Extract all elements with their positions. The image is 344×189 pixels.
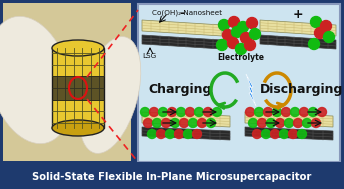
Polygon shape [142,127,230,140]
Polygon shape [245,127,333,140]
FancyBboxPatch shape [3,3,131,161]
Text: Solid-State Flexible In-Plane Microsupercapacitor: Solid-State Flexible In-Plane Microsuper… [32,172,312,182]
Ellipse shape [79,37,141,153]
Circle shape [161,119,171,128]
Circle shape [309,39,320,50]
Circle shape [314,28,325,39]
Text: LSG: LSG [142,53,156,59]
Text: Co(OH)₂ Nanosheet: Co(OH)₂ Nanosheet [152,10,222,16]
Circle shape [300,108,309,116]
Circle shape [206,119,215,128]
Circle shape [240,33,251,43]
Ellipse shape [52,120,104,136]
Text: OH⁻: OH⁻ [274,166,294,176]
Circle shape [143,119,152,128]
Circle shape [193,129,202,139]
Circle shape [302,119,312,128]
Circle shape [259,166,270,177]
Circle shape [197,119,206,128]
Circle shape [157,129,165,139]
Circle shape [194,108,204,116]
Polygon shape [245,112,333,127]
Text: Charging: Charging [148,84,212,97]
Circle shape [185,108,194,116]
Ellipse shape [0,16,72,144]
Text: K⁺: K⁺ [219,166,230,176]
Circle shape [289,129,298,139]
Circle shape [236,43,247,54]
Circle shape [293,119,302,128]
Circle shape [309,108,318,116]
Circle shape [218,19,229,30]
Polygon shape [142,20,222,36]
Polygon shape [142,35,222,49]
Circle shape [140,108,150,116]
Polygon shape [260,20,336,36]
Circle shape [152,119,161,128]
Circle shape [228,16,239,28]
Circle shape [159,108,168,116]
Circle shape [284,119,293,128]
Ellipse shape [52,40,104,56]
Circle shape [255,108,264,116]
Circle shape [165,129,174,139]
Circle shape [267,119,276,128]
Text: -: - [180,8,185,20]
Circle shape [180,119,189,128]
Text: Electrolyte: Electrolyte [217,53,265,63]
Circle shape [150,108,159,116]
Circle shape [321,20,332,32]
Circle shape [176,108,185,116]
FancyBboxPatch shape [52,48,104,128]
Circle shape [281,108,290,116]
Circle shape [213,108,222,116]
Circle shape [318,108,326,116]
Circle shape [168,108,176,116]
Circle shape [270,129,279,139]
Circle shape [189,119,197,128]
Circle shape [247,18,258,29]
Circle shape [252,129,261,139]
Circle shape [298,129,307,139]
Circle shape [204,166,215,177]
Circle shape [246,108,255,116]
Circle shape [311,16,322,28]
FancyBboxPatch shape [138,4,340,162]
Circle shape [249,29,260,40]
Polygon shape [246,74,256,106]
Circle shape [312,119,321,128]
Circle shape [216,40,227,50]
Text: +: + [293,8,303,20]
Circle shape [279,129,289,139]
Circle shape [276,119,284,128]
Polygon shape [142,112,230,127]
Circle shape [248,119,258,128]
Circle shape [171,119,180,128]
Circle shape [227,37,238,49]
Circle shape [174,129,183,139]
Circle shape [237,22,248,33]
Circle shape [183,129,193,139]
Circle shape [272,108,281,116]
Circle shape [264,108,272,116]
Circle shape [261,129,270,139]
FancyBboxPatch shape [52,76,104,100]
FancyBboxPatch shape [3,3,131,161]
FancyBboxPatch shape [0,162,344,189]
Circle shape [258,119,267,128]
Polygon shape [260,35,336,49]
Circle shape [323,32,334,43]
Circle shape [245,40,256,50]
Text: Discharging: Discharging [260,84,344,97]
Circle shape [223,29,234,40]
Circle shape [204,108,213,116]
Circle shape [290,108,300,116]
Circle shape [148,129,157,139]
Circle shape [232,26,243,37]
